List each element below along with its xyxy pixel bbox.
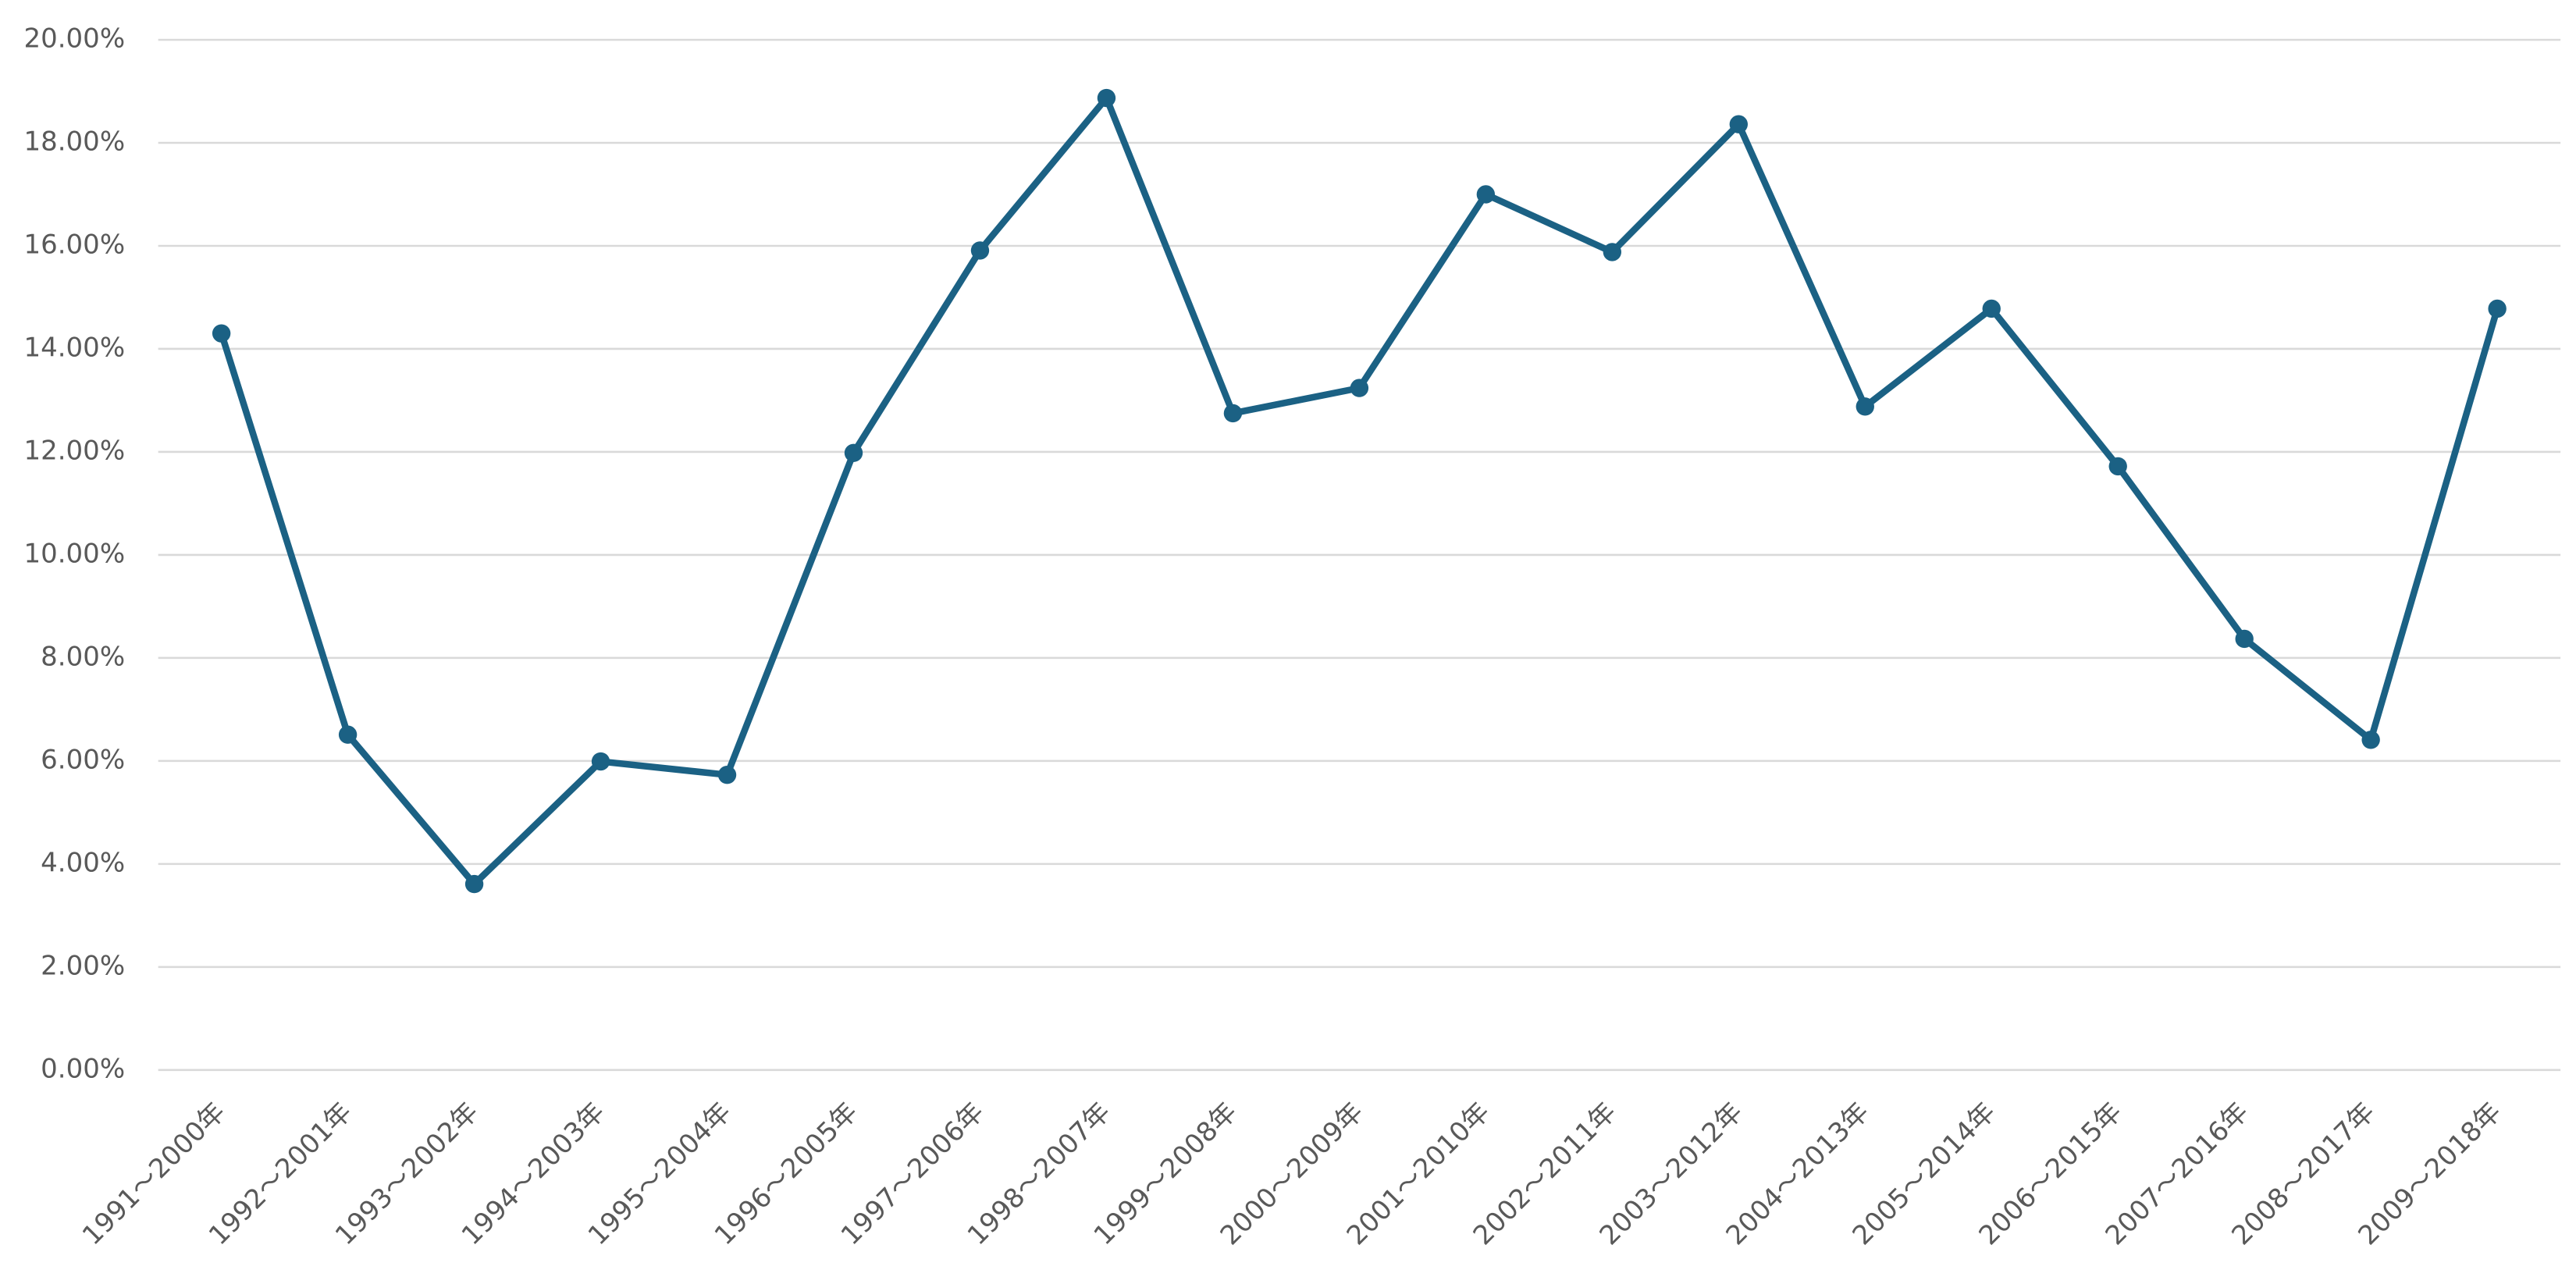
marker (1982, 299, 2001, 318)
marker (2235, 629, 2254, 649)
marker (1729, 115, 1748, 133)
y-tick-label: 20.00% (23, 23, 125, 55)
marker (1097, 88, 1116, 108)
marker (1856, 397, 1874, 416)
line (218, 94, 2501, 887)
y-tick-label: 14.00% (23, 332, 125, 363)
y-tick-label: 8.00% (41, 641, 125, 672)
y-tick-label: 6.00% (41, 744, 125, 775)
y-tick-label: 10.00% (23, 538, 125, 569)
marker (464, 874, 484, 894)
marker (970, 241, 990, 260)
y-tick-label: 12.00% (23, 435, 125, 466)
marker (1476, 185, 1496, 204)
y-tick-label: 18.00% (23, 126, 125, 157)
y-tick-label: 2.00% (41, 950, 125, 981)
y-tick-label: 4.00% (41, 847, 125, 878)
marker (844, 443, 863, 462)
marker (338, 725, 358, 744)
y-tick-label: 0.00% (41, 1053, 125, 1084)
marker (717, 766, 737, 784)
marker (1603, 243, 1622, 261)
marker (1223, 404, 1243, 423)
marker (212, 324, 231, 343)
marker (591, 752, 610, 771)
y-tick-label: 16.00% (23, 229, 125, 260)
marker (2361, 731, 2380, 749)
marker (1350, 379, 1369, 397)
marker (2488, 299, 2507, 318)
marker (2108, 457, 2127, 476)
